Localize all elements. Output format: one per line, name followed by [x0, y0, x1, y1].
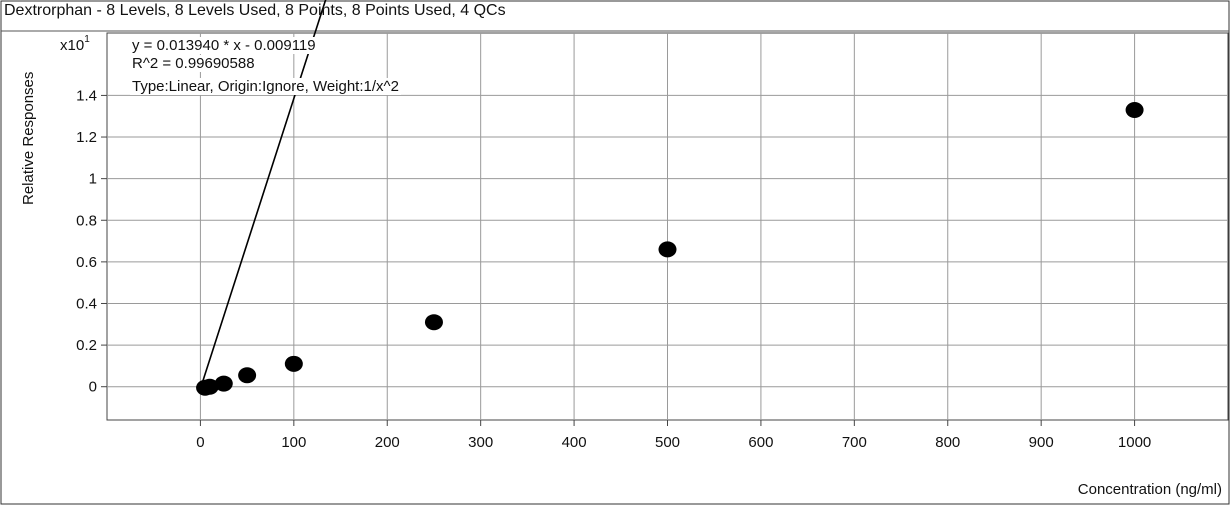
regression-line	[200, 0, 1228, 389]
data-point	[285, 356, 303, 372]
x-tick-label: 200	[375, 434, 400, 451]
x-tick-label: 700	[842, 434, 867, 451]
data-point	[659, 241, 677, 257]
chart-title: Dextrorphan - 8 Levels, 8 Levels Used, 8…	[4, 2, 506, 20]
x-tick-label: 100	[281, 434, 306, 451]
y-tick-label: 1.2	[76, 129, 97, 146]
y-tick-label: 0.8	[76, 212, 97, 229]
y-axis-label: Relative Responses	[20, 72, 37, 205]
x-axis-label: Concentration (ng/ml)	[1078, 481, 1222, 498]
y-multiplier-base: x10	[60, 37, 84, 54]
x-tick-label: 500	[655, 434, 680, 451]
y-tick-label: 1	[89, 171, 97, 188]
regression-equation: y = 0.013940 * x - 0.009119	[130, 37, 318, 54]
data-point	[425, 314, 443, 330]
y-tick-label: 0.2	[76, 337, 97, 354]
x-tick-label: 400	[562, 434, 587, 451]
y-axis-multiplier: x101	[60, 36, 90, 54]
x-tick-label: 1000	[1118, 434, 1151, 451]
data-point	[1126, 102, 1144, 118]
x-tick-label: 600	[748, 434, 773, 451]
x-tick-label: 300	[468, 434, 493, 451]
y-tick-label: 0.6	[76, 254, 97, 271]
y-tick-label: 0.4	[76, 295, 97, 312]
x-tick-label: 0	[196, 434, 204, 451]
y-multiplier-exponent: 1	[84, 34, 90, 45]
fit-type-info: Type:Linear, Origin:Ignore, Weight:1/x^2	[130, 78, 401, 95]
data-point	[238, 367, 256, 383]
y-tick-label: 1.4	[76, 87, 97, 104]
y-tick-label: 0	[89, 379, 97, 396]
x-tick-label: 800	[935, 434, 960, 451]
r-squared-value: R^2 = 0.99690588	[130, 55, 257, 72]
x-tick-label: 900	[1029, 434, 1054, 451]
data-point	[215, 376, 233, 392]
